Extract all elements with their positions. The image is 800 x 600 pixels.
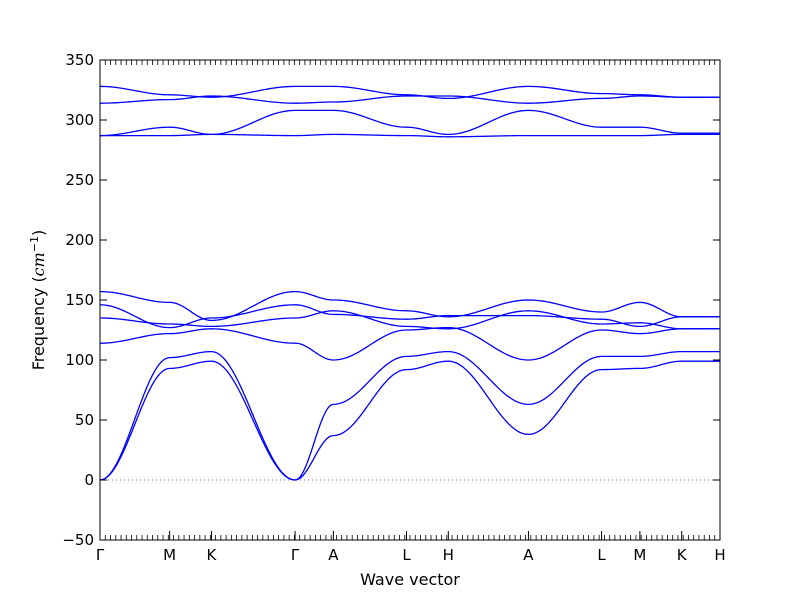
phonon-branch-1	[99, 360, 720, 481]
x-tick-label: L	[402, 546, 411, 564]
y-axis-label-close: )	[29, 230, 48, 236]
y-tick-label: 50	[75, 411, 94, 429]
y-axis-label: Frequency (cm−1)	[28, 230, 48, 371]
phonon-branch-10	[99, 85, 720, 100]
phonon-branch-7	[100, 133, 720, 138]
x-tick-label: Γ	[291, 546, 300, 564]
y-tick-label: 100	[65, 351, 94, 369]
x-tick-label: M	[633, 546, 646, 564]
y-axis-label-text: Frequency (	[29, 276, 48, 370]
y-tick-label: 0	[84, 471, 94, 489]
phonon-branch-9	[99, 95, 720, 104]
y-tick-label: 150	[65, 291, 94, 309]
x-tick-label: H	[443, 546, 454, 564]
x-tick-label: H	[714, 546, 725, 564]
x-tick-label: A	[328, 546, 339, 564]
phonon-branch-4	[99, 310, 720, 330]
y-tick-label: −50	[62, 531, 94, 549]
y-axis: −50 0 50 100 150 200 250 300 350	[62, 51, 720, 549]
x-tick-label: M	[163, 546, 176, 564]
x-tick-label: K	[677, 546, 688, 564]
y-tick-label: 200	[65, 231, 94, 249]
x-axis-label: Wave vector	[360, 570, 460, 589]
x-tick-label: L	[597, 546, 606, 564]
phonon-branch-5	[99, 304, 720, 329]
x-tick-label: Γ	[96, 546, 105, 564]
phonon-branch-2	[99, 350, 720, 481]
phonon-branch-8	[99, 109, 720, 137]
y-tick-label: 300	[65, 111, 94, 129]
x-tick-label: A	[523, 546, 534, 564]
y-tick-label: 250	[65, 171, 94, 189]
y-axis-label-exponent: −1	[28, 236, 41, 252]
x-tick-label: K	[207, 546, 218, 564]
phonon-branch-3	[99, 326, 720, 361]
y-tick-label: 350	[65, 51, 94, 69]
phonon-branch-6	[99, 290, 720, 322]
y-axis-label-unit: cm	[29, 252, 48, 276]
series-layer	[99, 85, 720, 481]
